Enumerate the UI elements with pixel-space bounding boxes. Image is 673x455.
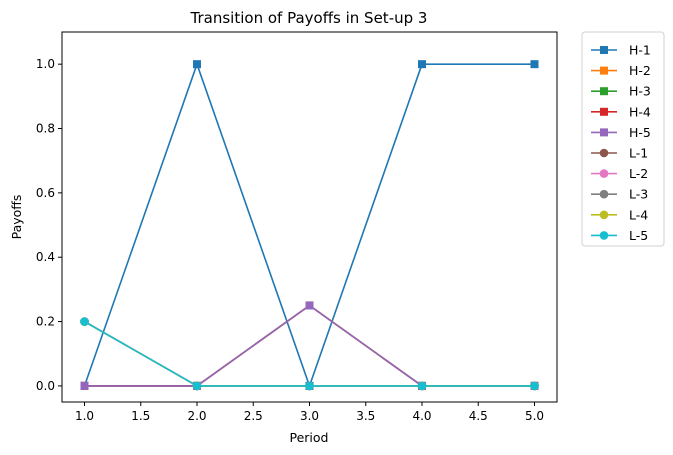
x-tick-label: 2.0 xyxy=(187,409,206,423)
legend-label: H-1 xyxy=(629,43,651,58)
y-tick-label: 0.2 xyxy=(36,315,55,329)
legend-box xyxy=(581,31,665,247)
plot-area xyxy=(80,60,539,391)
x-axis: 1.0 1.5 2.0 2.5 3.0 3.5 4.0 4.5 5.0 xyxy=(75,402,544,423)
series-line xyxy=(84,304,535,387)
legend-item: H-3 xyxy=(591,84,651,99)
legend-marker xyxy=(599,210,609,220)
series-line xyxy=(84,320,535,387)
series-h-4 xyxy=(80,301,539,390)
series-l-4 xyxy=(80,317,539,391)
legend-marker xyxy=(599,148,609,158)
data-point xyxy=(80,381,89,390)
data-point xyxy=(530,381,539,391)
x-tick-label: 4.0 xyxy=(412,409,431,423)
series-h-5 xyxy=(80,301,539,390)
y-axis: 0.0 0.2 0.4 0.6 0.8 1.0 xyxy=(36,57,62,393)
legend-label: L-5 xyxy=(629,228,648,243)
data-point xyxy=(80,317,89,326)
data-point xyxy=(305,301,314,310)
legend-label: H-4 xyxy=(629,104,651,119)
series-line xyxy=(84,304,535,387)
legend-label: L-2 xyxy=(629,166,648,181)
x-tick-label: 3.0 xyxy=(300,409,319,423)
x-tick-label: 4.5 xyxy=(469,409,488,423)
data-point xyxy=(417,381,427,391)
series-l-2 xyxy=(80,317,539,391)
legend-marker xyxy=(599,231,609,240)
y-tick-label: 1.0 xyxy=(36,57,55,71)
legend-marker xyxy=(599,189,609,199)
data-point xyxy=(192,381,202,391)
legend-marker xyxy=(600,128,608,137)
data-point xyxy=(193,60,201,69)
series-h-1 xyxy=(80,60,539,390)
legend-label: H-5 xyxy=(629,125,651,140)
legend-item: H-4 xyxy=(591,104,651,119)
x-tick-label: 5.0 xyxy=(525,409,544,423)
legend-item: L-1 xyxy=(591,146,648,161)
series-line xyxy=(84,320,535,387)
series-line xyxy=(84,304,535,387)
x-tick-label: 1.0 xyxy=(75,409,94,423)
chart-title: Transition of Payoffs in Set-up 3 xyxy=(190,9,428,27)
series-l-5 xyxy=(80,317,539,391)
legend-item: L-3 xyxy=(591,187,648,202)
legend-label: L-1 xyxy=(629,146,648,161)
legend-item: L-2 xyxy=(591,166,648,181)
data-point xyxy=(418,60,426,69)
data-point xyxy=(530,60,539,69)
legend: H-1 H-2 H-3 H-4 H-5 L-1 L-2 L-3 L-4 L-5 xyxy=(581,31,665,247)
y-tick-label: 0.0 xyxy=(36,379,55,393)
series-line xyxy=(84,320,535,387)
data-point xyxy=(305,381,314,391)
series-l-3 xyxy=(80,317,539,391)
legend-item: L-5 xyxy=(591,228,648,243)
legend-item: H-1 xyxy=(591,43,651,58)
x-tick-label: 2.5 xyxy=(244,409,263,423)
legend-label: H-2 xyxy=(629,63,651,78)
y-tick-label: 0.8 xyxy=(36,122,55,136)
y-tick-label: 0.6 xyxy=(36,186,55,200)
x-axis-label: Period xyxy=(290,430,329,445)
x-tick-label: 3.5 xyxy=(356,409,375,423)
legend-item: H-2 xyxy=(591,63,651,78)
legend-label: H-3 xyxy=(629,84,651,99)
y-tick-label: 0.4 xyxy=(36,250,55,264)
legend-marker xyxy=(599,169,609,178)
series-h-3 xyxy=(80,301,539,390)
legend-marker xyxy=(600,87,608,96)
x-tick-label: 1.5 xyxy=(131,409,150,423)
legend-marker xyxy=(600,107,608,116)
axes-frame xyxy=(61,31,558,403)
y-axis-label: Payoffs xyxy=(9,195,24,240)
series-line xyxy=(84,320,535,387)
series-line xyxy=(84,320,535,387)
series-line xyxy=(84,304,535,387)
legend-item: L-4 xyxy=(591,207,648,222)
legend-label: L-4 xyxy=(629,207,648,222)
legend-label: L-3 xyxy=(629,187,648,202)
series-line xyxy=(83,63,535,387)
series-l-1 xyxy=(80,317,539,391)
legend-marker xyxy=(600,46,608,54)
legend-item: H-5 xyxy=(591,125,651,140)
series-h-2 xyxy=(80,301,539,390)
legend-marker xyxy=(600,66,608,75)
